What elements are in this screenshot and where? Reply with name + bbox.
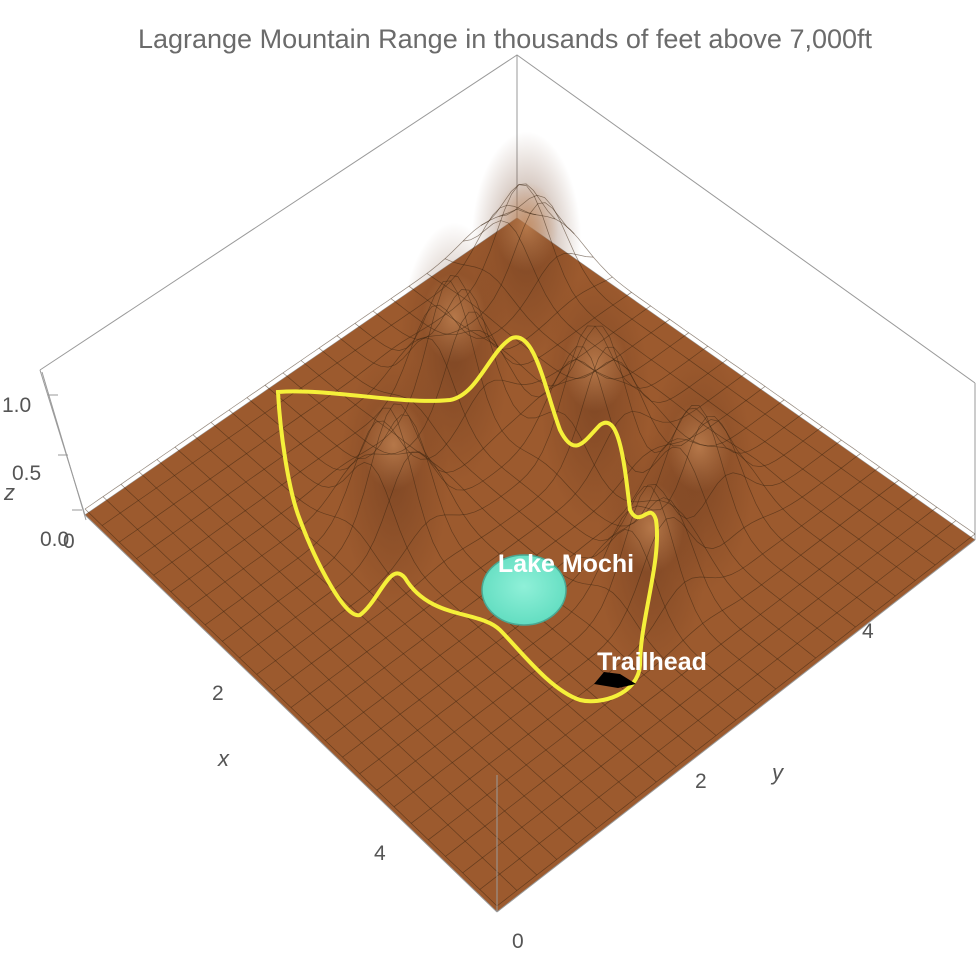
z-axis-label: z bbox=[3, 480, 15, 505]
x-tick-label: 2 bbox=[212, 682, 224, 705]
y-tick-label: 0 bbox=[512, 930, 524, 953]
mesh-line-x bbox=[84, 508, 498, 907]
z-tick-label: 0.5 bbox=[12, 462, 41, 485]
mesh-line-x bbox=[138, 471, 558, 860]
mesh-line-y bbox=[428, 480, 899, 841]
y-axis: 0 2 4 y bbox=[512, 620, 874, 953]
hill-highlight bbox=[562, 321, 627, 412]
hill-highlight bbox=[619, 482, 684, 573]
x-tick-label: 4 bbox=[374, 842, 386, 865]
lake-mochi-marker bbox=[481, 554, 567, 626]
x-axis: 0 2 4 x bbox=[63, 530, 386, 865]
z-tick-label: 0.0 bbox=[40, 528, 69, 551]
x-tick-label: 0 bbox=[63, 530, 75, 553]
mesh-line-x bbox=[102, 496, 518, 891]
lake-mochi-label: Lake Mochi bbox=[498, 550, 634, 578]
mountain-surface bbox=[84, 131, 976, 912]
bounding-box-front bbox=[84, 514, 976, 913]
chart-title: Lagrange Mountain Range in thousands of … bbox=[138, 24, 873, 54]
z-tick-label: 1.0 bbox=[2, 394, 31, 417]
trailhead-label: Trailhead bbox=[597, 648, 707, 676]
hill-highlight bbox=[422, 272, 487, 363]
mesh-line-y bbox=[445, 493, 919, 857]
contour-trail-line bbox=[275, 335, 659, 704]
y-tick-label: 2 bbox=[695, 770, 707, 793]
hill-highlight bbox=[494, 181, 559, 272]
y-axis-label: y bbox=[770, 760, 785, 785]
z-axis: 1.0 0.5 0.0 z bbox=[2, 371, 87, 551]
mesh-line-y bbox=[496, 533, 976, 907]
trailhead-marker bbox=[594, 672, 636, 688]
y-tick-label: 4 bbox=[862, 620, 874, 643]
mesh-line-x bbox=[120, 484, 538, 876]
x-axis-label: x bbox=[217, 746, 230, 771]
mesh-line-y bbox=[479, 520, 957, 890]
hill-highlight bbox=[361, 399, 426, 490]
mesh-line-y bbox=[462, 506, 938, 874]
